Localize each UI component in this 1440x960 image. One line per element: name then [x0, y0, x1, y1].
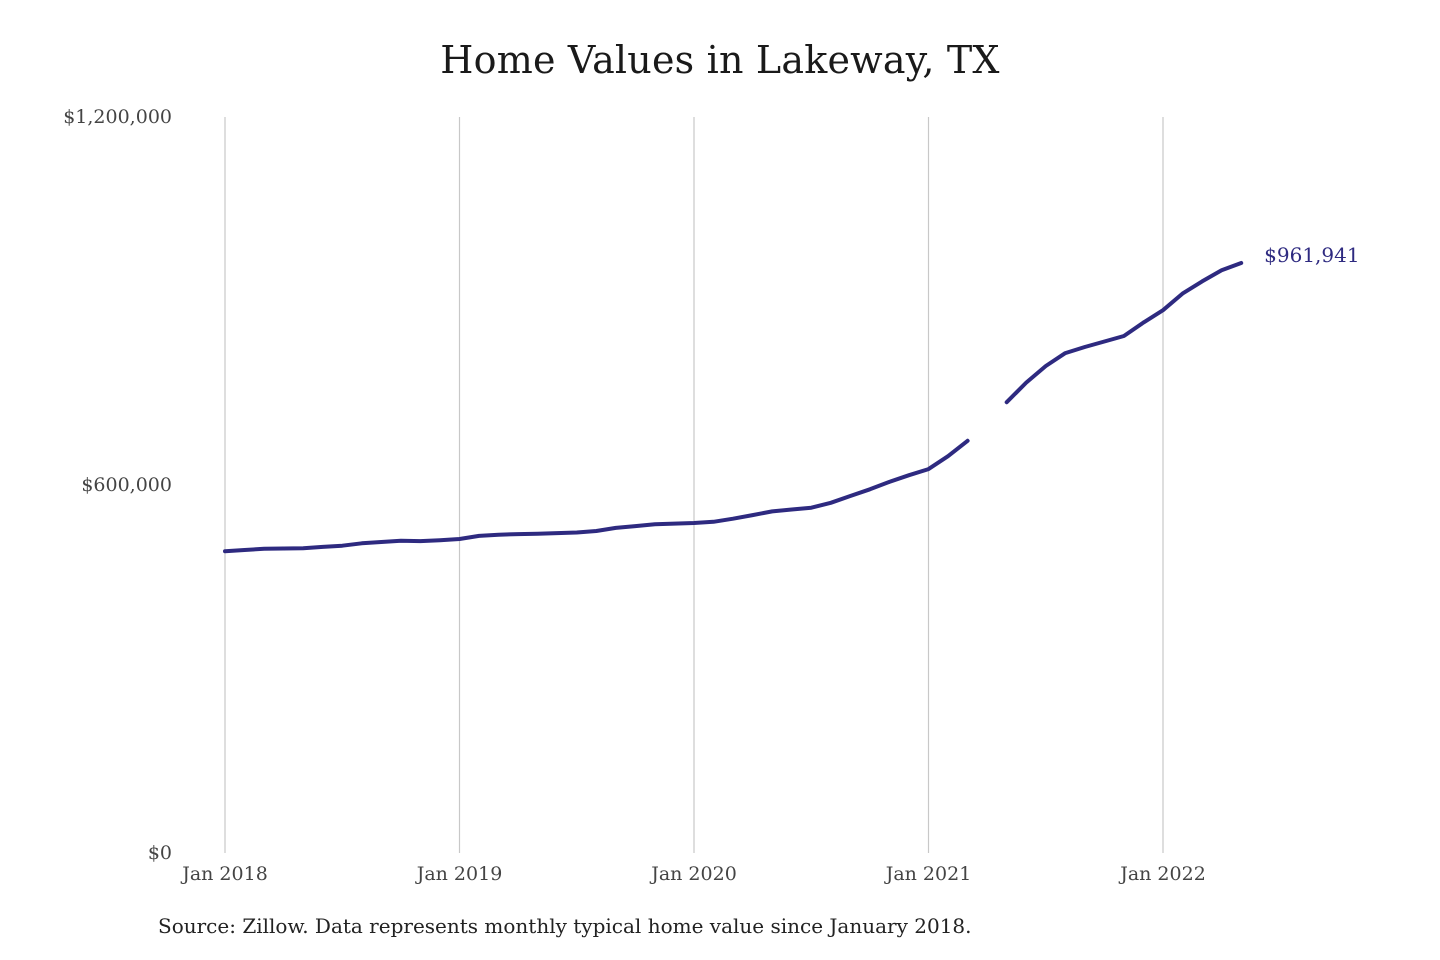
source-note: Source: Zillow. Data represents monthly …: [158, 914, 972, 938]
x-axis-ticks: Jan 2018 Jan 2019 Jan 2020 Jan 2021 Jan 2022: [180, 863, 1206, 885]
series-line: [1004, 261, 1244, 405]
series-line: [223, 438, 970, 554]
y-axis-ticks: $0 $600,000 $1,200,000: [63, 106, 172, 864]
end-data-label: $961,941: [1264, 243, 1359, 267]
y-tick-label: $1,200,000: [63, 106, 172, 128]
x-tick-label: Jan 2018: [180, 863, 268, 885]
chart-title: Home Values in Lakeway, TX: [440, 38, 1000, 82]
gridlines: [224, 117, 1164, 853]
x-tick-label: Jan 2021: [884, 863, 972, 885]
series-lines: [223, 261, 1244, 554]
x-tick-label: Jan 2022: [1118, 863, 1206, 885]
data-labels: $961,941: [1264, 243, 1359, 267]
x-tick-label: Jan 2020: [649, 863, 737, 885]
y-tick-label: $600,000: [81, 474, 172, 496]
y-tick-label: $0: [148, 842, 172, 864]
x-tick-label: Jan 2019: [415, 863, 503, 885]
